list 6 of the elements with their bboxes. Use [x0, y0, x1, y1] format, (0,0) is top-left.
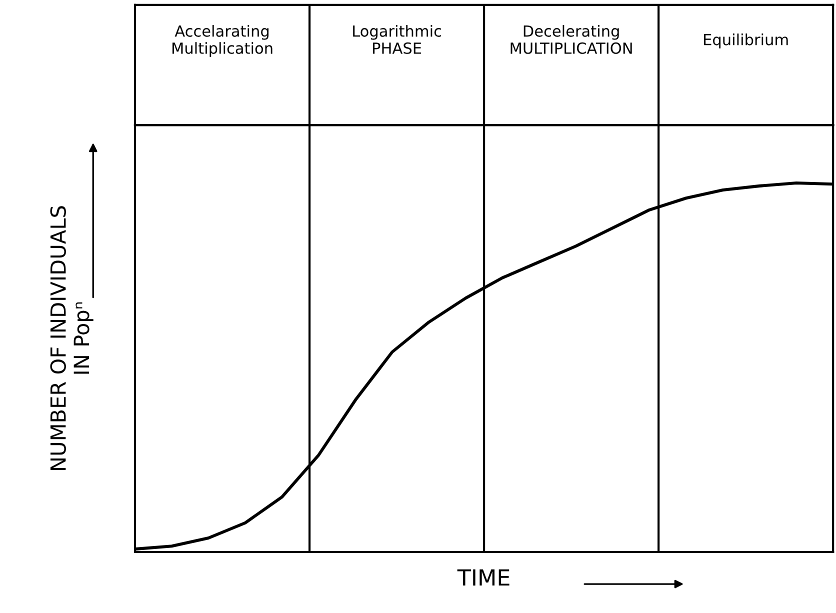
text: Equilibrium	[704, 34, 788, 48]
y-axis-title: NUMBER OF INDIVIDUALS IN Popⁿ	[50, 206, 94, 470]
text: Accelarating Multiplication	[172, 25, 272, 57]
text: Decelerating MULTIPLICATION	[510, 25, 632, 54]
x-axis-title: TIME	[457, 569, 510, 586]
text: Logarithmic PHASE	[353, 25, 442, 54]
